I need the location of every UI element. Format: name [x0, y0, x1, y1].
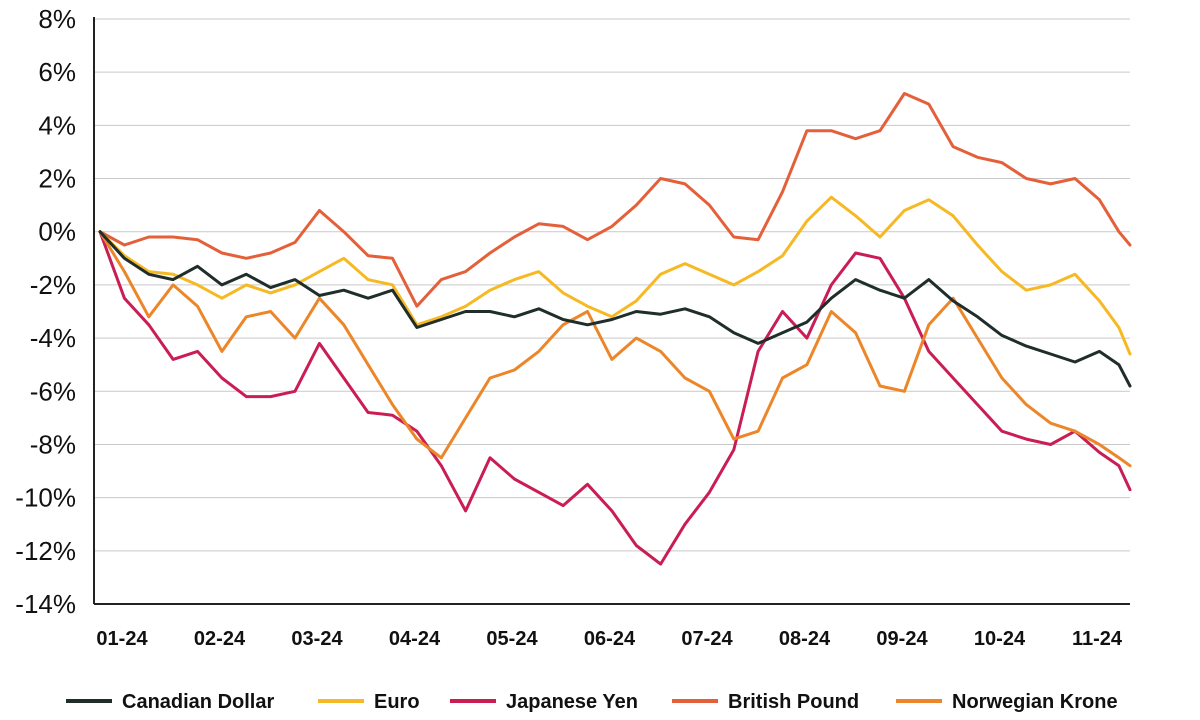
legend-item: Norwegian Krone [896, 691, 1118, 713]
y-tick-label: -14% [15, 589, 76, 619]
series-line-norwegian-krone [98, 230, 1132, 468]
legend-item: British Pound [672, 691, 859, 713]
x-tick-label: 04-24 [389, 628, 441, 650]
legend-item: Japanese Yen [450, 691, 638, 713]
legend-label: Norwegian Krone [952, 691, 1118, 713]
series-line-british-pound [98, 92, 1132, 308]
x-tick-label: 02-24 [194, 628, 246, 650]
x-tick-label: 10-24 [974, 628, 1026, 650]
legend-label: Japanese Yen [506, 691, 638, 713]
x-tick-label: 01-24 [96, 628, 148, 650]
x-tick-label: 08-24 [779, 628, 831, 650]
gridlines [94, 18, 1130, 605]
x-tick-label: 07-24 [681, 628, 733, 650]
legend-label: Euro [374, 691, 420, 713]
y-tick-label: 4% [38, 110, 76, 140]
x-tick-label: 03-24 [291, 628, 343, 650]
y-tick-label: -4% [30, 323, 76, 353]
y-tick-label: -2% [30, 270, 76, 300]
legend-label: British Pound [728, 691, 859, 713]
series-line-euro [98, 195, 1132, 356]
y-tick-label: -6% [30, 376, 76, 406]
legend-item: Canadian Dollar [66, 691, 274, 713]
legend-label: Canadian Dollar [122, 691, 274, 713]
legend-item: Euro [318, 691, 420, 713]
x-tick-label: 09-24 [876, 628, 928, 650]
x-tick-label: 06-24 [584, 628, 636, 650]
x-tick-label: 05-24 [486, 628, 538, 650]
x-tick-label: 11-24 [1072, 628, 1123, 650]
y-tick-label: -8% [30, 429, 76, 459]
series-line-japanese-yen [98, 230, 1132, 566]
y-tick-label: -10% [15, 483, 76, 513]
x-axis-ticks: 01-24 02-24 03-24 04-24 05-24 06-24 07-24 08-24… [96, 628, 1122, 650]
y-axis-ticks: 8% 6% 4% 2% 0% -2% -4% -6% -8% -10% -12% -14% [15, 4, 76, 619]
y-tick-label: -12% [15, 536, 76, 566]
y-tick-label: 0% [38, 217, 76, 247]
y-tick-label: 2% [38, 164, 76, 194]
y-tick-label: 6% [38, 57, 76, 87]
legend: Canadian Dollar Euro Japanese Yen British P… [66, 691, 1118, 713]
series-line-canadian-dollar [98, 230, 1132, 388]
y-tick-label: 8% [38, 4, 76, 34]
series-lines [98, 92, 1132, 566]
